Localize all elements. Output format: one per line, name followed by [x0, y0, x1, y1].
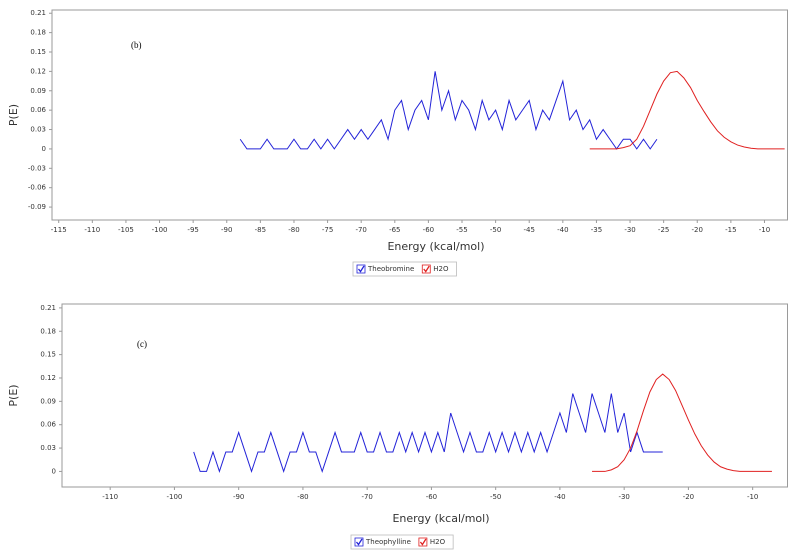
y-tick-label: 0.21	[30, 9, 46, 17]
plot-frame	[51, 9, 788, 221]
legend-check	[355, 538, 363, 546]
x-tick-label: -10	[759, 226, 770, 234]
x-tick-label: -45	[524, 226, 535, 234]
x-tick-label: -15	[725, 226, 736, 234]
x-axis-label: Energy (kcal/mol)	[392, 512, 489, 525]
legend-checkbox	[354, 537, 364, 547]
legend-check	[357, 265, 365, 273]
y-tick-label: 0.09	[40, 397, 56, 405]
y-tick-label: 0.15	[30, 48, 46, 56]
legend: Theobromine H2O	[352, 261, 457, 277]
y-tick-label: 0.15	[40, 351, 56, 359]
legend-frame	[352, 261, 457, 277]
series-line	[193, 393, 663, 474]
x-tick-label: -90	[221, 226, 232, 234]
annotation: (c)	[137, 339, 147, 349]
legend-check	[419, 538, 427, 546]
x-tick-label: -115	[51, 226, 67, 234]
y-tick-label: 0.06	[40, 421, 56, 429]
x-tick-label: -50	[490, 226, 501, 234]
y-tick-label: -0.06	[28, 184, 47, 192]
legend-checkbox	[421, 264, 431, 274]
series-line	[239, 71, 658, 150]
x-tick-label: -25	[658, 226, 669, 234]
x-tick-label: -85	[255, 226, 266, 234]
x-tick-label: -100	[152, 226, 168, 234]
legend: Theophylline H2O	[350, 534, 454, 550]
x-tick-label: -80	[288, 226, 299, 234]
x-tick-label: -65	[389, 226, 400, 234]
x-tick-label: -30	[624, 226, 635, 234]
y-tick-label: 0.18	[30, 29, 46, 37]
series-line	[592, 373, 772, 472]
chart-panel: 0.21 0.18 0.15 0.12 0.09 0.06 0.03 0 -0.03 -0.06 -…	[7, 9, 788, 277]
legend-check	[423, 265, 430, 273]
x-tick-label: -40	[557, 226, 568, 234]
y-tick-label: 0.18	[40, 327, 56, 335]
y-tick-label: 0.21	[40, 304, 56, 312]
y-tick-label: 0.03	[40, 444, 56, 452]
series-line	[589, 70, 785, 150]
annotation: (b)	[131, 40, 142, 50]
y-tick-label: 0	[52, 467, 56, 475]
chart-panel: 0.21 0.18 0.15 0.12 0.09 0.06 0.03 0 -110 -100 -90…	[7, 303, 788, 550]
x-tick-label: -60	[423, 226, 434, 234]
x-tick-label: -80	[297, 493, 308, 501]
x-tick-label: -110	[84, 226, 100, 234]
y-tick-label: 0.12	[30, 67, 46, 75]
legend-label: H2O	[430, 538, 446, 546]
legend-checkbox	[356, 264, 366, 274]
x-tick-label: -10	[747, 493, 758, 501]
y-tick-label: 0.06	[30, 106, 46, 114]
x-tick-label: -35	[591, 226, 602, 234]
y-tick-label: 0.09	[30, 87, 46, 95]
x-tick-label: -60	[426, 493, 437, 501]
x-tick-label: -20	[683, 493, 694, 501]
legend-checkbox	[418, 537, 428, 547]
y-tick-label: -0.09	[28, 203, 46, 211]
x-tick-label: -105	[118, 226, 134, 234]
x-tick-label: -20	[692, 226, 703, 234]
legend-label: H2O	[433, 265, 449, 273]
legend-label: Theophylline	[365, 538, 411, 546]
y-tick-label: 0	[42, 145, 46, 153]
x-tick-label: -90	[233, 493, 244, 501]
x-tick-label: -40	[554, 493, 565, 501]
x-tick-label: -100	[166, 493, 182, 501]
y-tick-label: 0.12	[40, 374, 56, 382]
x-tick-label: -75	[322, 226, 333, 234]
plot-frame	[61, 303, 788, 488]
y-axis-label: P(E)	[7, 384, 20, 406]
legend-label: Theobromine	[367, 265, 414, 273]
y-tick-label: 0.03	[30, 126, 46, 134]
x-tick-label: -70	[355, 226, 366, 234]
y-axis-label: P(E)	[7, 104, 20, 126]
x-tick-label: -95	[187, 226, 198, 234]
x-tick-label: -55	[456, 226, 467, 234]
x-tick-label: -50	[490, 493, 501, 501]
x-tick-label: -30	[618, 493, 629, 501]
x-axis-label: Energy (kcal/mol)	[387, 240, 484, 253]
legend-frame	[350, 534, 454, 550]
y-tick-label: -0.03	[28, 164, 46, 172]
x-tick-label: -70	[361, 493, 372, 501]
x-tick-label: -110	[102, 493, 118, 501]
